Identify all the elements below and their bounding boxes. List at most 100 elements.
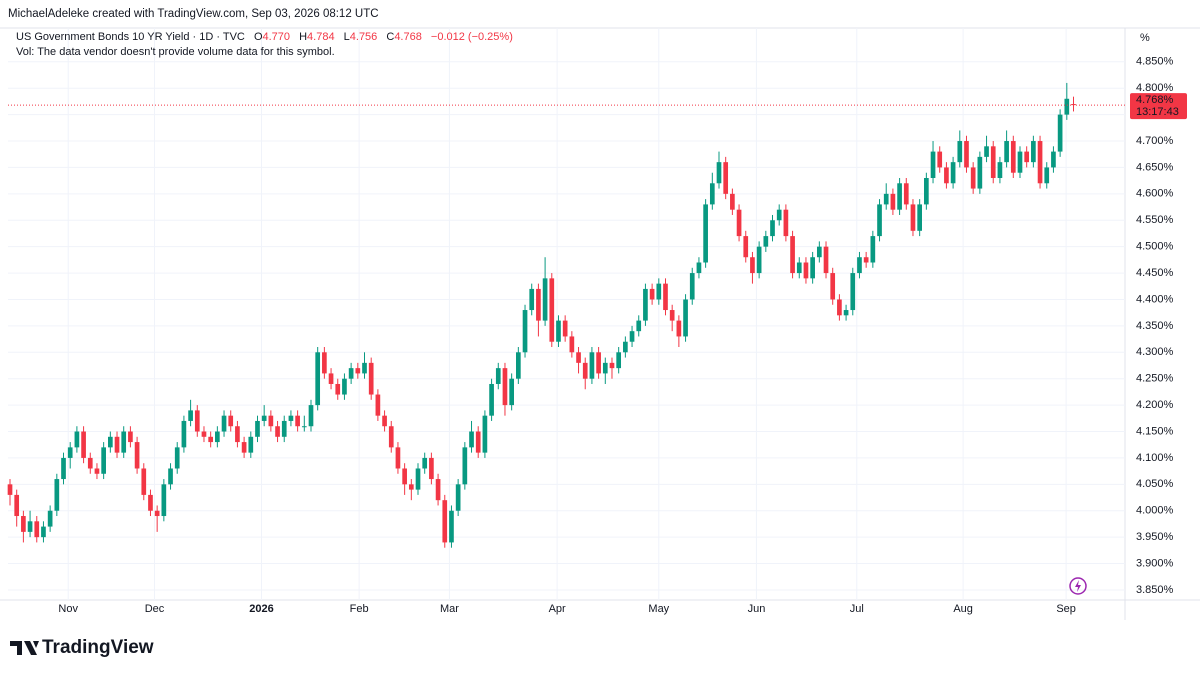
- candle-body: [569, 336, 575, 353]
- candle-body: [816, 246, 822, 258]
- candle-body: [308, 405, 314, 427]
- x-tick-label: Nov: [58, 603, 78, 615]
- candle-body: [101, 447, 106, 474]
- candle-body: [368, 362, 374, 395]
- lightning-icon[interactable]: [1069, 577, 1087, 595]
- y-tick-label: 4.600%: [1136, 188, 1174, 200]
- candle-body: [375, 394, 381, 416]
- countdown: 13:17:43: [1136, 106, 1179, 118]
- candle-body: [128, 431, 133, 443]
- last-price-box: [1130, 93, 1187, 120]
- candle-body: [61, 457, 66, 480]
- candle-body: [509, 378, 514, 406]
- candle-body: [944, 167, 949, 184]
- candle-body: [502, 368, 508, 406]
- candle-body: [649, 288, 655, 300]
- candle-body: [41, 526, 46, 538]
- candle-body: [121, 431, 127, 453]
- candle-body: [47, 510, 53, 527]
- candle-body: [783, 209, 789, 237]
- candle-body: [582, 362, 588, 379]
- candle-body: [970, 167, 976, 189]
- high-key: H: [299, 31, 307, 43]
- candle-body: [402, 468, 407, 485]
- y-tick-label: 3.900%: [1136, 557, 1174, 569]
- logo-mark: [10, 641, 39, 655]
- candle-body: [897, 183, 902, 210]
- candle-body: [235, 426, 240, 443]
- candle-body: [495, 368, 501, 384]
- x-tick-label: Sep: [1056, 603, 1076, 615]
- candle-body: [850, 273, 856, 311]
- candle-body: [422, 457, 428, 469]
- candle-body: [174, 447, 180, 469]
- candle-body: [957, 141, 963, 163]
- y-tick-label: 4.800%: [1136, 82, 1174, 94]
- candle-body: [663, 283, 668, 311]
- candle-body: [837, 299, 842, 316]
- change: −0.012 (−0.25%): [431, 31, 513, 43]
- y-tick-label: 4.450%: [1136, 267, 1174, 279]
- candle-body: [342, 378, 347, 395]
- y-tick-label: 4.500%: [1136, 241, 1174, 253]
- candle-body: [743, 236, 749, 258]
- candle-body: [462, 447, 468, 485]
- x-tick-label: Apr: [549, 603, 566, 615]
- candle-body: [629, 331, 635, 342]
- candle-body: [27, 521, 33, 532]
- candle-body: [469, 431, 474, 448]
- y-tick-label: 4.400%: [1136, 293, 1174, 305]
- y-unit: %: [1140, 32, 1150, 44]
- candle-body: [857, 257, 862, 274]
- candle-body: [636, 320, 642, 332]
- candle-body: [830, 273, 836, 300]
- candle-body: [1051, 151, 1056, 168]
- candle-body: [750, 257, 755, 274]
- candle-body: [703, 204, 708, 263]
- y-tick-label: 4.000%: [1136, 505, 1174, 517]
- x-tick-label: Aug: [953, 603, 973, 615]
- y-tick-label: 3.950%: [1136, 531, 1174, 543]
- y-tick-label: 4.650%: [1136, 161, 1174, 173]
- candle-body: [1044, 167, 1050, 184]
- candle-body: [382, 415, 387, 427]
- candle-body: [843, 310, 849, 316]
- candle-body: [536, 288, 541, 321]
- y-tick-label: 4.150%: [1136, 425, 1174, 437]
- open-value: 4.770: [263, 31, 291, 43]
- candle-body: [215, 431, 220, 443]
- candle-body: [228, 415, 234, 427]
- y-tick-label: 4.350%: [1136, 320, 1174, 332]
- candle-body: [623, 341, 628, 353]
- lightning-bolt: [1075, 580, 1081, 592]
- candle-body: [924, 177, 929, 205]
- candle-body: [689, 273, 695, 300]
- candle-body: [823, 246, 829, 274]
- candle-body: [449, 510, 454, 543]
- candle-body: [937, 151, 943, 168]
- candle-body: [335, 383, 341, 395]
- candle-body: [723, 162, 729, 194]
- candle-body: [241, 442, 247, 453]
- candle-body: [141, 468, 147, 495]
- candle-body: [1037, 141, 1043, 184]
- x-tick-label: Mar: [440, 603, 459, 615]
- credit: MichaelAdeleke created with TradingView.…: [8, 8, 379, 20]
- candle-body: [288, 415, 294, 421]
- candle-body: [863, 257, 869, 263]
- candle-body: [616, 352, 622, 369]
- candle-body: [984, 146, 989, 157]
- open-key: O: [254, 31, 263, 43]
- y-tick-label: 4.850%: [1136, 56, 1174, 68]
- candle-body: [709, 183, 715, 205]
- candle-body: [990, 146, 996, 178]
- candle-body: [683, 299, 688, 337]
- candle-body: [442, 500, 448, 543]
- candle-body: [596, 352, 601, 374]
- candle-body: [930, 151, 936, 178]
- candle-body: [964, 141, 969, 168]
- candle-body: [877, 204, 882, 237]
- candle-body: [522, 310, 528, 353]
- candle-body: [549, 278, 555, 342]
